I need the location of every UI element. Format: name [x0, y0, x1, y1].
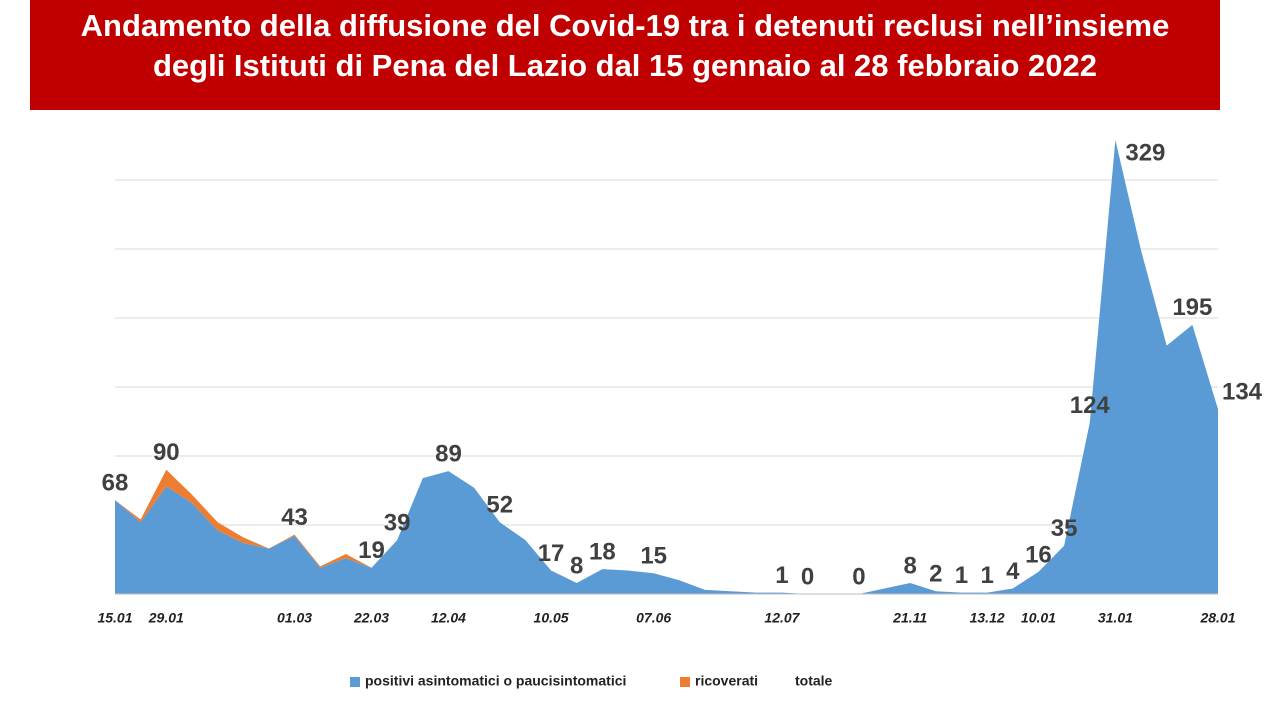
- legend-label: positivi asintomatici o paucisintomatici: [365, 673, 626, 689]
- data-label: 8: [904, 552, 917, 579]
- x-tick-label: 22.03: [353, 610, 389, 626]
- data-label: 134: [1222, 378, 1263, 405]
- x-tick-label: 29.01: [148, 610, 184, 626]
- x-tick-label: 01.03: [277, 610, 312, 626]
- data-label: 4: [1006, 558, 1020, 585]
- data-label: 43: [281, 504, 308, 531]
- x-tick-label: 12.04: [431, 610, 466, 626]
- title-box: [30, 0, 1220, 110]
- data-label: 15: [640, 543, 667, 570]
- data-label: 195: [1172, 294, 1212, 321]
- data-label: 329: [1125, 139, 1165, 166]
- data-label: 17: [538, 540, 565, 567]
- data-label: 68: [102, 470, 129, 497]
- data-label: 2: [929, 561, 942, 588]
- data-label: 19: [358, 537, 385, 564]
- x-tick-label: 21.11: [892, 610, 927, 626]
- x-tick-label: 12.07: [764, 610, 800, 626]
- legend-label: totale: [795, 673, 833, 689]
- data-label: 18: [589, 539, 616, 566]
- data-label: 35: [1051, 515, 1078, 542]
- data-label: 0: [852, 563, 865, 590]
- data-label: 89: [435, 441, 462, 468]
- x-tick-label: 13.12: [970, 610, 1005, 626]
- x-tick-label: 15.01: [97, 610, 132, 626]
- x-tick-label: 07.06: [636, 610, 671, 626]
- data-label: 1: [955, 562, 968, 589]
- x-tick-label: 10.01: [1021, 610, 1056, 626]
- data-label: 52: [486, 492, 513, 519]
- area: [115, 139, 1218, 595]
- data-label: 1: [980, 562, 993, 589]
- x-tick-label: 28.01: [1199, 610, 1235, 626]
- legend-label: ricoverati: [695, 673, 758, 689]
- data-label: 90: [153, 439, 180, 466]
- legend-swatch: [350, 677, 360, 687]
- data-label: 1: [775, 562, 788, 589]
- chart-title: Andamento della diffusione del Covid-19 …: [81, 8, 1170, 43]
- chart-title: degli Istituti di Pena del Lazio dal 15 …: [153, 48, 1097, 83]
- data-label: 39: [384, 510, 411, 537]
- x-tick-label: 10.05: [534, 610, 569, 626]
- data-label: 16: [1025, 541, 1052, 568]
- x-tick-label: 31.01: [1098, 610, 1133, 626]
- data-label: 8: [570, 552, 583, 579]
- data-label: 0: [801, 563, 814, 590]
- legend-swatch: [680, 677, 690, 687]
- data-label: 124: [1070, 392, 1111, 419]
